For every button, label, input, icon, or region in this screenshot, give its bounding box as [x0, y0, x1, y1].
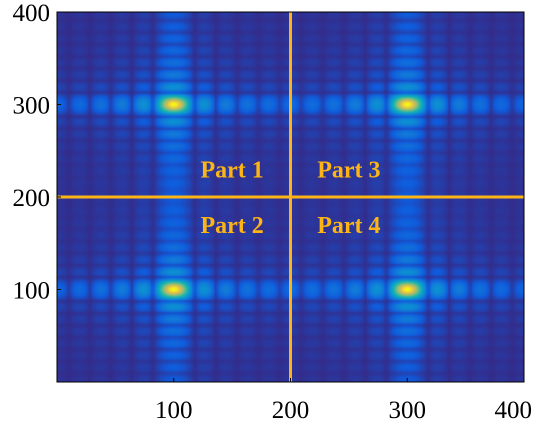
y-tick-label: 400	[13, 0, 51, 27]
y-tick-label: 100	[13, 278, 51, 305]
part-label: Part 2	[200, 213, 263, 239]
part-annotations: Part 1 Part 3 Part 2 Part 4	[200, 157, 380, 239]
divider-lines	[57, 12, 524, 382]
x-tick-label: 200	[272, 397, 310, 424]
x-axis-ticks: 100 200 300 400	[155, 378, 532, 424]
x-tick-label: 300	[389, 397, 427, 424]
part-label: Part 4	[317, 213, 380, 239]
part-label: Part 3	[317, 157, 380, 183]
y-tick-label: 200	[13, 185, 51, 212]
x-tick-label: 400	[495, 397, 533, 424]
y-tick-label: 300	[13, 93, 51, 120]
y-axis-ticks: 100 200 300 400	[13, 0, 61, 305]
x-tick-label: 100	[155, 397, 193, 424]
plot-area	[57, 12, 524, 382]
part-label: Part 1	[200, 157, 263, 183]
